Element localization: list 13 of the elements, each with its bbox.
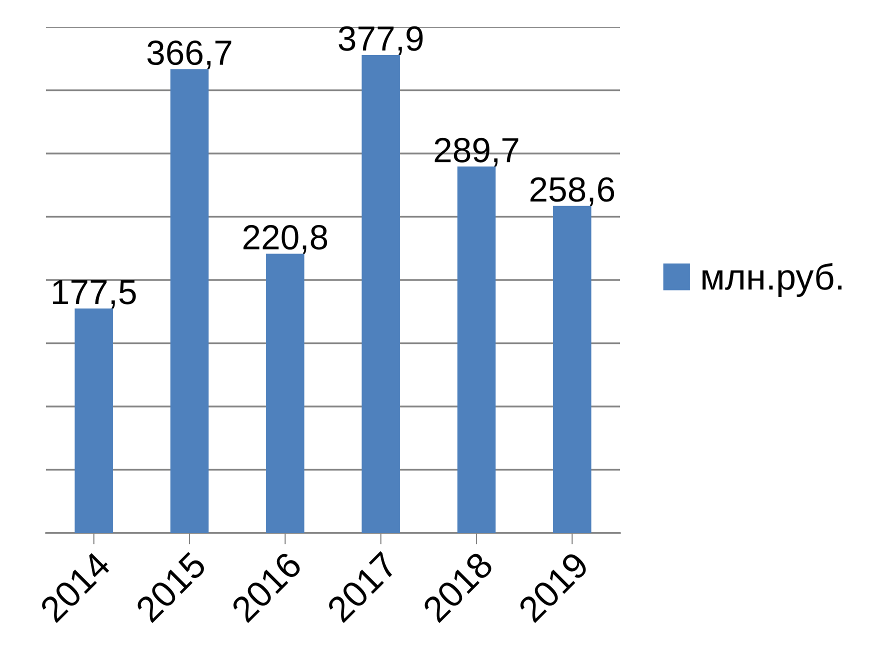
bar — [74, 308, 113, 533]
data-label: 177,5 — [53, 280, 136, 308]
legend-label: млн.руб. — [702, 263, 842, 297]
bar — [457, 166, 496, 533]
bar — [553, 206, 592, 533]
data-label: 258,6 — [530, 177, 614, 206]
data-label: 377,9 — [338, 26, 423, 55]
data-label: 220,8 — [243, 225, 328, 254]
bar — [362, 54, 400, 533]
bar — [170, 69, 209, 533]
data-label: 289,7 — [434, 138, 518, 167]
data-label: 366,7 — [147, 40, 232, 70]
bar — [266, 254, 304, 533]
